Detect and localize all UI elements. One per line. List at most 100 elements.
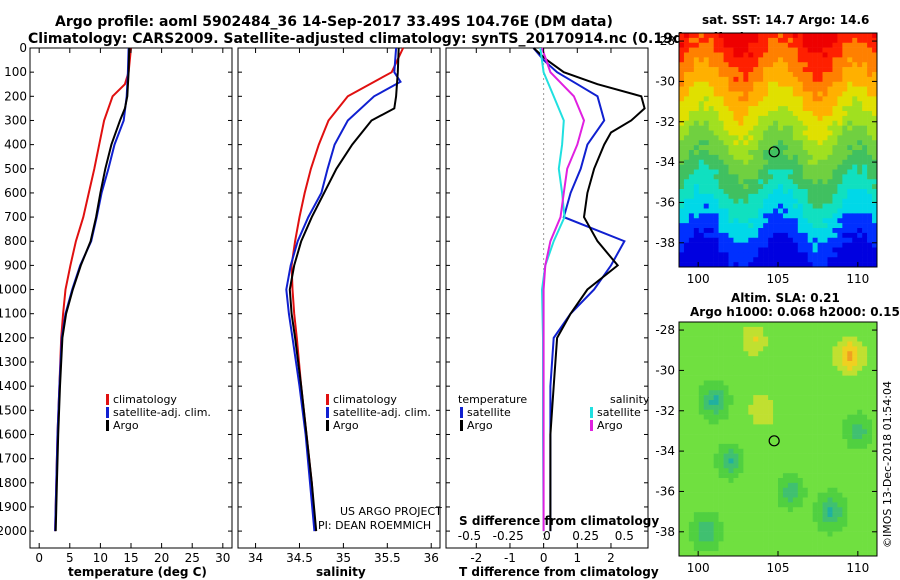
map-cell [703, 145, 709, 151]
map-cell [852, 130, 858, 136]
map-cell [758, 521, 764, 528]
map-cell [708, 404, 714, 411]
map-cell [688, 179, 695, 185]
map-cell [802, 62, 808, 68]
map-cell [782, 439, 789, 445]
map-cell [822, 47, 828, 53]
map-cell [812, 62, 818, 68]
map-cell [733, 150, 739, 156]
map-cell [782, 380, 789, 386]
map-cell [812, 232, 818, 239]
map-cell [822, 115, 828, 122]
map-cell [778, 526, 784, 532]
map-cell [812, 507, 818, 513]
map-cell [768, 351, 774, 357]
map-cell [832, 468, 838, 474]
map-cell [807, 218, 813, 224]
map-cell [778, 390, 784, 396]
map-cell [862, 551, 868, 557]
map-cell [753, 242, 759, 248]
map-cell [738, 262, 744, 268]
map-cell [792, 198, 799, 204]
map-cell [773, 111, 779, 117]
map-cell [743, 419, 749, 425]
map-cell [862, 159, 868, 165]
map-cell [842, 81, 848, 87]
map-cell [857, 242, 863, 248]
map-cell [703, 140, 709, 146]
map-cell [738, 419, 744, 425]
map-cell [763, 57, 769, 63]
map-cell [683, 346, 690, 352]
map-cell [743, 247, 749, 253]
map-cell [758, 517, 764, 523]
map-cell [748, 336, 754, 342]
map-cell [773, 419, 779, 425]
map-cell [738, 468, 744, 474]
map-cell [867, 223, 873, 229]
map-cell [802, 531, 808, 537]
map-cell [738, 213, 744, 219]
map-cell [782, 526, 789, 532]
map-cell [797, 497, 804, 503]
map-cell [728, 434, 734, 440]
map-cell [857, 208, 863, 214]
map-cell [852, 125, 858, 131]
map-cell [832, 237, 838, 243]
map-cell [723, 380, 729, 386]
map-cell [698, 429, 705, 435]
map-cell [718, 91, 724, 97]
map-cell [852, 228, 858, 234]
map-cell [728, 213, 734, 219]
map-cell [822, 164, 828, 170]
map-cell [817, 262, 823, 268]
map-cell [847, 193, 853, 200]
map-cell [778, 115, 784, 122]
map-cell [768, 409, 774, 415]
map-cell [683, 262, 690, 268]
map-cell [723, 473, 729, 479]
map-cell [802, 443, 808, 450]
map-cell [867, 507, 873, 513]
map-cell [753, 521, 759, 528]
map-cell [867, 42, 873, 48]
map-cell [713, 169, 719, 175]
map-cell [827, 341, 833, 347]
map-cell [827, 184, 833, 190]
map-cell [822, 443, 828, 450]
map-cell [857, 370, 863, 376]
map-cell [872, 419, 878, 425]
map-cell [723, 326, 729, 333]
map-cell [728, 159, 734, 165]
map-cell [782, 154, 789, 161]
map-cell [758, 76, 764, 83]
depth-tick-label: 1300 [0, 355, 27, 369]
map-cell [872, 120, 878, 126]
map-cell [708, 468, 714, 474]
map-cell [837, 517, 843, 523]
map-cell [698, 478, 705, 484]
map-cell [738, 145, 744, 151]
map-cell [733, 487, 739, 493]
map-cell [807, 159, 813, 165]
map-cell [773, 365, 779, 372]
map-cell [688, 218, 695, 224]
map-cell [827, 262, 833, 268]
map-cell [733, 242, 739, 248]
map-cell [679, 72, 685, 78]
map-cell [787, 546, 794, 552]
map-cell [847, 390, 853, 396]
map-cell [748, 390, 754, 396]
map-cell [718, 434, 724, 440]
map-cell [787, 351, 794, 357]
salinity-legend: climatology satellite-adj. clim. Argo [326, 393, 431, 432]
map-cell [718, 331, 724, 337]
map-cell [792, 130, 799, 136]
map-cell [802, 439, 808, 445]
map-cell [733, 365, 739, 372]
map-cell [763, 546, 769, 552]
map-cell [688, 67, 695, 73]
map-cell [802, 336, 808, 342]
map-cell [872, 395, 878, 401]
map-cell [708, 67, 714, 73]
